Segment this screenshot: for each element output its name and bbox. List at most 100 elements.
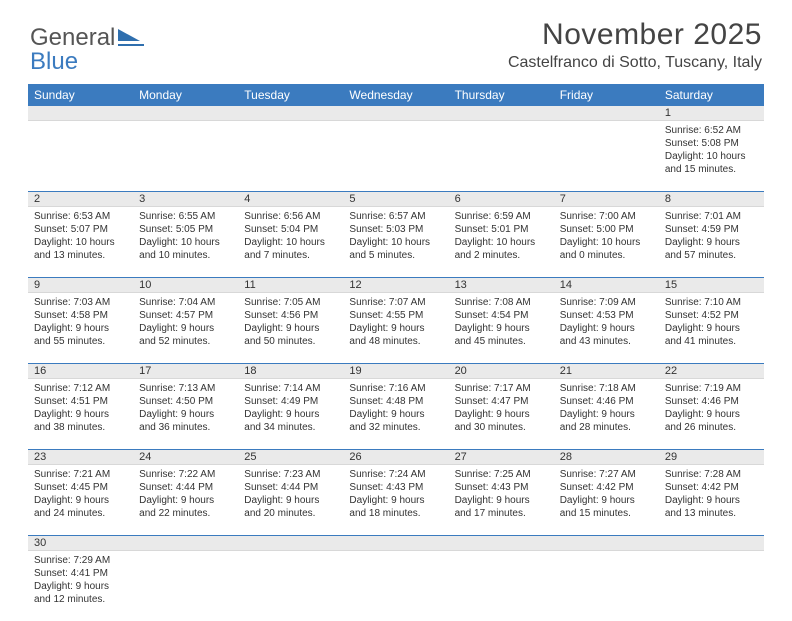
day-detail-line: Daylight: 9 hours xyxy=(244,408,337,421)
day-detail-line: Sunrise: 7:29 AM xyxy=(34,554,127,567)
day-detail-line: Sunset: 4:44 PM xyxy=(139,481,232,494)
day-detail-line: Sunset: 4:42 PM xyxy=(560,481,653,494)
day-detail-line: Sunset: 4:43 PM xyxy=(349,481,442,494)
day-cell xyxy=(554,121,659,191)
week-row: Sunrise: 6:53 AMSunset: 5:07 PMDaylight:… xyxy=(28,207,764,278)
day-cell: Sunrise: 6:53 AMSunset: 5:07 PMDaylight:… xyxy=(28,207,133,277)
day-detail-line: Sunrise: 7:27 AM xyxy=(560,468,653,481)
day-detail-line: Daylight: 9 hours xyxy=(244,494,337,507)
day-detail-line: and 55 minutes. xyxy=(34,335,127,348)
day-detail-line: and 28 minutes. xyxy=(560,421,653,434)
day-detail-line: Daylight: 9 hours xyxy=(139,494,232,507)
day-cell: Sunrise: 6:59 AMSunset: 5:01 PMDaylight:… xyxy=(449,207,554,277)
day-cell xyxy=(133,121,238,191)
day-number: 16 xyxy=(28,364,133,378)
day-detail-line: Daylight: 10 hours xyxy=(349,236,442,249)
day-detail-line: and 30 minutes. xyxy=(455,421,548,434)
week-row: Sunrise: 7:12 AMSunset: 4:51 PMDaylight:… xyxy=(28,379,764,450)
day-detail-line: Sunrise: 7:08 AM xyxy=(455,296,548,309)
day-detail-line: Sunrise: 6:52 AM xyxy=(665,124,758,137)
day-cell: Sunrise: 6:57 AMSunset: 5:03 PMDaylight:… xyxy=(343,207,448,277)
day-detail-line: Sunset: 4:48 PM xyxy=(349,395,442,408)
day-detail-line: Sunrise: 6:56 AM xyxy=(244,210,337,223)
day-detail-line: Sunset: 4:43 PM xyxy=(455,481,548,494)
day-number xyxy=(133,106,238,120)
day-cell xyxy=(659,551,764,621)
day-detail-line: Sunset: 4:53 PM xyxy=(560,309,653,322)
day-detail-line: Sunrise: 7:03 AM xyxy=(34,296,127,309)
day-detail-line: Sunrise: 6:55 AM xyxy=(139,210,232,223)
day-detail-line: Sunrise: 7:07 AM xyxy=(349,296,442,309)
week-row: Sunrise: 7:21 AMSunset: 4:45 PMDaylight:… xyxy=(28,465,764,536)
day-number xyxy=(238,536,343,550)
day-cell: Sunrise: 7:09 AMSunset: 4:53 PMDaylight:… xyxy=(554,293,659,363)
day-cell: Sunrise: 7:22 AMSunset: 4:44 PMDaylight:… xyxy=(133,465,238,535)
day-cell: Sunrise: 7:12 AMSunset: 4:51 PMDaylight:… xyxy=(28,379,133,449)
day-detail-line: Daylight: 9 hours xyxy=(139,322,232,335)
day-number-row: 16171819202122 xyxy=(28,364,764,379)
day-detail-line: Daylight: 9 hours xyxy=(34,322,127,335)
day-cell: Sunrise: 6:56 AMSunset: 5:04 PMDaylight:… xyxy=(238,207,343,277)
day-cell: Sunrise: 7:23 AMSunset: 4:44 PMDaylight:… xyxy=(238,465,343,535)
day-number: 2 xyxy=(28,192,133,206)
day-cell: Sunrise: 7:00 AMSunset: 5:00 PMDaylight:… xyxy=(554,207,659,277)
weekday-monday: Monday xyxy=(133,84,238,106)
day-detail-line: Sunset: 4:44 PM xyxy=(244,481,337,494)
weekday-thursday: Thursday xyxy=(449,84,554,106)
weekday-friday: Friday xyxy=(554,84,659,106)
day-cell xyxy=(238,121,343,191)
day-number: 9 xyxy=(28,278,133,292)
day-detail-line: Daylight: 10 hours xyxy=(34,236,127,249)
day-detail-line: Sunset: 4:50 PM xyxy=(139,395,232,408)
day-detail-line: and 24 minutes. xyxy=(34,507,127,520)
day-number: 8 xyxy=(659,192,764,206)
day-cell xyxy=(28,121,133,191)
day-detail-line: Sunrise: 7:10 AM xyxy=(665,296,758,309)
day-detail-line: Sunset: 4:56 PM xyxy=(244,309,337,322)
day-detail-line: Daylight: 9 hours xyxy=(560,322,653,335)
day-number-row: 30 xyxy=(28,536,764,551)
day-detail-line: and 18 minutes. xyxy=(349,507,442,520)
day-detail-line: and 15 minutes. xyxy=(560,507,653,520)
day-detail-line: Sunrise: 7:19 AM xyxy=(665,382,758,395)
day-detail-line: Sunrise: 7:21 AM xyxy=(34,468,127,481)
day-number-row: 23242526272829 xyxy=(28,450,764,465)
day-number: 17 xyxy=(133,364,238,378)
day-number: 7 xyxy=(554,192,659,206)
day-cell: Sunrise: 7:05 AMSunset: 4:56 PMDaylight:… xyxy=(238,293,343,363)
day-detail-line: Sunrise: 7:14 AM xyxy=(244,382,337,395)
day-number xyxy=(28,106,133,120)
weekday-tuesday: Tuesday xyxy=(238,84,343,106)
day-number: 6 xyxy=(449,192,554,206)
day-number xyxy=(133,536,238,550)
day-detail-line: Sunrise: 7:12 AM xyxy=(34,382,127,395)
day-detail-line: and 57 minutes. xyxy=(665,249,758,262)
day-number xyxy=(449,536,554,550)
day-detail-line: Sunrise: 6:59 AM xyxy=(455,210,548,223)
day-detail-line: Sunrise: 6:53 AM xyxy=(34,210,127,223)
day-detail-line: Daylight: 9 hours xyxy=(34,494,127,507)
week-row: Sunrise: 6:52 AMSunset: 5:08 PMDaylight:… xyxy=(28,121,764,192)
day-detail-line: Sunset: 4:49 PM xyxy=(244,395,337,408)
day-cell: Sunrise: 7:27 AMSunset: 4:42 PMDaylight:… xyxy=(554,465,659,535)
day-detail-line: and 20 minutes. xyxy=(244,507,337,520)
day-detail-line: Daylight: 10 hours xyxy=(244,236,337,249)
day-detail-line: Sunset: 5:00 PM xyxy=(560,223,653,236)
day-detail-line: and 17 minutes. xyxy=(455,507,548,520)
day-number xyxy=(659,536,764,550)
day-detail-line: and 52 minutes. xyxy=(139,335,232,348)
day-cell xyxy=(133,551,238,621)
day-number: 29 xyxy=(659,450,764,464)
day-detail-line: Daylight: 10 hours xyxy=(665,150,758,163)
day-cell: Sunrise: 7:08 AMSunset: 4:54 PMDaylight:… xyxy=(449,293,554,363)
day-detail-line: and 7 minutes. xyxy=(244,249,337,262)
day-number: 22 xyxy=(659,364,764,378)
logo-flag-icon xyxy=(118,27,144,47)
day-detail-line: Daylight: 9 hours xyxy=(665,322,758,335)
day-cell: Sunrise: 7:24 AMSunset: 4:43 PMDaylight:… xyxy=(343,465,448,535)
day-number xyxy=(554,106,659,120)
day-detail-line: Sunset: 5:03 PM xyxy=(349,223,442,236)
day-detail-line: Sunrise: 7:01 AM xyxy=(665,210,758,223)
day-cell xyxy=(343,121,448,191)
day-cell: Sunrise: 7:14 AMSunset: 4:49 PMDaylight:… xyxy=(238,379,343,449)
